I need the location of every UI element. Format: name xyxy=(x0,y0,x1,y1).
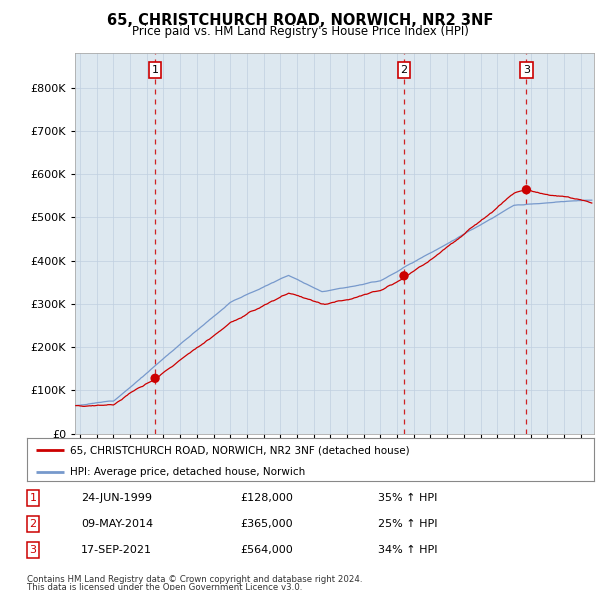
Text: Contains HM Land Registry data © Crown copyright and database right 2024.: Contains HM Land Registry data © Crown c… xyxy=(27,575,362,584)
Text: 65, CHRISTCHURCH ROAD, NORWICH, NR2 3NF (detached house): 65, CHRISTCHURCH ROAD, NORWICH, NR2 3NF … xyxy=(70,445,409,455)
Text: 2: 2 xyxy=(400,65,407,75)
Text: HPI: Average price, detached house, Norwich: HPI: Average price, detached house, Norw… xyxy=(70,467,305,477)
Text: 2: 2 xyxy=(29,519,37,529)
Text: £564,000: £564,000 xyxy=(240,545,293,555)
Text: 35% ↑ HPI: 35% ↑ HPI xyxy=(378,493,437,503)
Text: 24-JUN-1999: 24-JUN-1999 xyxy=(81,493,152,503)
Text: This data is licensed under the Open Government Licence v3.0.: This data is licensed under the Open Gov… xyxy=(27,583,302,590)
Text: 1: 1 xyxy=(152,65,158,75)
Text: £365,000: £365,000 xyxy=(240,519,293,529)
Point xyxy=(399,271,409,280)
Text: 3: 3 xyxy=(523,65,530,75)
Text: 25% ↑ HPI: 25% ↑ HPI xyxy=(378,519,437,529)
Text: 09-MAY-2014: 09-MAY-2014 xyxy=(81,519,153,529)
Point xyxy=(521,185,531,195)
Text: 65, CHRISTCHURCH ROAD, NORWICH, NR2 3NF: 65, CHRISTCHURCH ROAD, NORWICH, NR2 3NF xyxy=(107,13,493,28)
Text: 34% ↑ HPI: 34% ↑ HPI xyxy=(378,545,437,555)
Text: Price paid vs. HM Land Registry's House Price Index (HPI): Price paid vs. HM Land Registry's House … xyxy=(131,25,469,38)
Point xyxy=(151,373,160,383)
Text: 17-SEP-2021: 17-SEP-2021 xyxy=(81,545,152,555)
Text: £128,000: £128,000 xyxy=(240,493,293,503)
Text: 3: 3 xyxy=(29,545,37,555)
Text: 1: 1 xyxy=(29,493,37,503)
